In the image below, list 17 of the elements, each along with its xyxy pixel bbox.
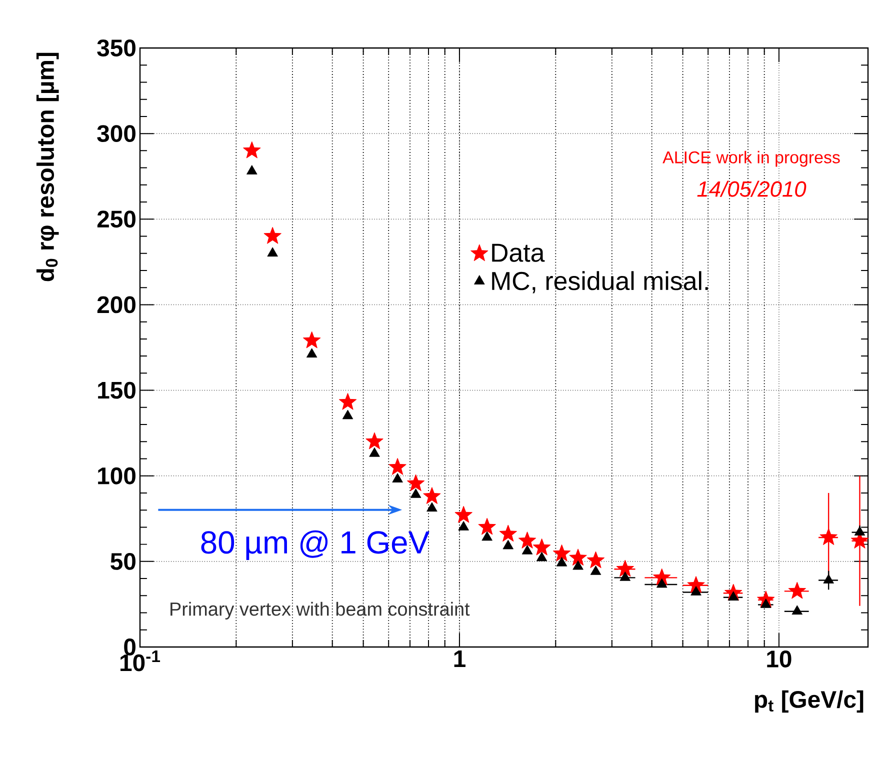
y-tick-label: 350 [97,40,136,56]
x-axis-title: p$_{t}$ [GeV/c] [755,690,864,713]
y-tick-label: 200 [97,296,136,314]
y-tick-label: 300 [97,125,136,142]
annotation: 80 µm @ 1 GeV [201,530,430,560]
annotation: Primary vertex with beam constraint [170,602,470,620]
annotation: ALICE work in progress [662,150,840,167]
x-tick-label: 1 [454,650,466,667]
annotation: 14/05/2010 [697,180,806,197]
y-tick-label: 250 [97,210,136,228]
y-tick-label: 100 [98,467,136,484]
y-tick-label: 50 [110,552,136,570]
legend-label: Data [492,244,545,262]
y-tick-label: 150 [98,382,136,399]
y-axis-title: d$_{0}$ rφ resoluton [µm] [36,52,59,282]
legend-label: MC, residual misal. [492,271,708,294]
x-tick-label: 10 [767,650,792,668]
